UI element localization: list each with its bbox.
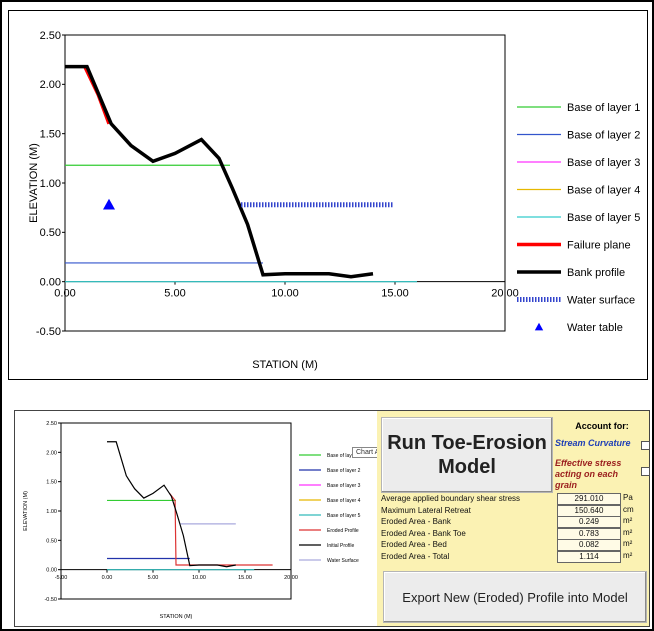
legend-label: Water Surface xyxy=(327,558,359,564)
x-axis-title: STATION (M) xyxy=(160,614,193,620)
y-tick-label: -0.50 xyxy=(36,326,61,338)
legend-label: Base of layer 1 xyxy=(327,453,361,459)
y-tick-label: 0.50 xyxy=(40,227,61,239)
stream-curvature-label: Stream Curvature xyxy=(555,438,631,448)
result-row: Eroded Area - Bank 0.249 m² xyxy=(381,516,649,528)
plot-area xyxy=(64,34,506,332)
result-label: Eroded Area - Bed xyxy=(381,540,447,549)
y-tick-label: 1.00 xyxy=(46,509,57,515)
y-tick-label: 0.00 xyxy=(40,277,61,289)
eroded-profile-chart-svg: -0.500.000.501.001.502.002.50-5.00 0.00 5.… xyxy=(23,421,361,620)
y-tick-label: -0.50 xyxy=(44,597,57,603)
run-toe-erosion-button[interactable]: Run Toe-Erosion Model xyxy=(381,417,553,493)
legend-label: Bank profile xyxy=(567,267,625,279)
results-table: Average applied boundary shear stress 291… xyxy=(381,493,649,563)
account-for-group: Account for: Stream Curvature Effective … xyxy=(555,421,650,490)
result-value: 0.082 xyxy=(557,539,621,551)
result-label: Eroded Area - Bank Toe xyxy=(381,528,466,538)
y-tick-label: 0.50 xyxy=(46,538,57,544)
result-row: Average applied boundary shear stress 291… xyxy=(381,493,649,505)
legend-swatch xyxy=(534,322,544,331)
legend-label: Base of layer 4 xyxy=(567,184,640,196)
x-tick-label: 15.00 xyxy=(381,288,409,300)
result-row: Eroded Area - Total 1.114 m² xyxy=(381,550,649,563)
y-tick-label: 0.00 xyxy=(46,568,57,574)
result-unit: cm xyxy=(623,504,634,514)
x-tick-label: 10.00 xyxy=(192,575,206,581)
legend-label: Eroded Profile xyxy=(327,528,359,534)
effective-stress-checkbox[interactable] xyxy=(641,467,650,476)
x-tick-label: 20.00 xyxy=(284,575,298,581)
legend-label: Initial Profile xyxy=(327,543,354,549)
y-tick-label: 2.50 xyxy=(46,421,57,427)
result-row: Maximum Lateral Retreat 150.640 cm xyxy=(381,504,649,517)
result-unit: Pa xyxy=(623,493,633,502)
result-value: 150.640 xyxy=(557,504,621,517)
result-unit: m² xyxy=(623,527,633,537)
legend-label: Base of layer 3 xyxy=(567,157,640,169)
x-tick-label: 15.00 xyxy=(238,575,252,581)
result-value: 0.249 xyxy=(557,516,621,528)
y-axis-title: ELEVATION (M) xyxy=(23,491,29,531)
result-label: Eroded Area - Total xyxy=(381,551,450,561)
legend-label: Failure plane xyxy=(567,239,631,251)
bank-profile-chart[interactable]: -0.50 0.00 0.50 1.00 1.50 2.00 2.50 0.00 5.00 10.… xyxy=(8,10,648,380)
legend-label: Water surface xyxy=(567,294,635,306)
legend-label: Base of layer 4 xyxy=(327,498,361,504)
series-initial-profile xyxy=(107,441,236,568)
result-unit: m² xyxy=(623,516,633,525)
control-panel: Run Toe-Erosion Model Account for: Strea… xyxy=(377,411,650,626)
x-tick-label: -5.00 xyxy=(55,575,68,581)
y-tick-label: 1.00 xyxy=(40,178,61,190)
legend-label: Base of layer 1 xyxy=(567,102,640,114)
y-tick-label: 2.00 xyxy=(40,79,61,91)
result-label: Eroded Area - Bank xyxy=(381,517,451,526)
eroded-profile-chart[interactable]: -0.50 0.00 0.50 1.00 1.50 2.00 2.50 -5.00 0.00 5.… xyxy=(15,411,375,626)
legend-label: Base of layer 3 xyxy=(327,483,361,489)
result-value: 291.010 xyxy=(557,493,621,505)
legend-label: Base of layer 5 xyxy=(567,212,640,224)
toe-erosion-panel: -0.50 0.00 0.50 1.00 1.50 2.00 2.50 -5.00 0.00 5.… xyxy=(14,410,650,627)
legend-label: Water table xyxy=(567,322,623,334)
export-profile-button[interactable]: Export New (Eroded) Profile into Model xyxy=(383,571,647,623)
x-tick-label: 0.00 xyxy=(54,288,75,300)
x-tick-label: 5.00 xyxy=(164,288,185,300)
effective-stress-label: Effective stress acting on each grain xyxy=(555,458,622,490)
x-tick-label: 5.00 xyxy=(148,575,159,581)
result-label: Maximum Lateral Retreat xyxy=(381,505,471,515)
y-axis-title: ELEVATION (M) xyxy=(28,143,40,223)
legend-label: Base of layer 5 xyxy=(327,513,361,519)
water-table-marker xyxy=(103,198,115,210)
result-label: Average applied boundary shear stress xyxy=(381,494,521,503)
x-axis-title: STATION (M) xyxy=(252,359,318,371)
account-for-header: Account for: xyxy=(575,421,629,431)
x-tick-label: 10.00 xyxy=(271,288,299,300)
x-tick-label: 20.00 xyxy=(491,288,519,300)
x-tick-label: 0.00 xyxy=(102,575,113,581)
result-row: Eroded Area - Bed 0.082 m² xyxy=(381,539,649,551)
legend-label: Base of layer 2 xyxy=(567,129,640,141)
result-value: 0.783 xyxy=(557,527,621,540)
result-row: Eroded Area - Bank Toe 0.783 m² xyxy=(381,527,649,540)
series-bank-profile xyxy=(65,64,374,279)
result-unit: m² xyxy=(623,539,633,548)
y-tick-label: 2.00 xyxy=(46,450,57,456)
y-tick-label: 1.50 xyxy=(40,129,61,141)
stream-curvature-checkbox[interactable] xyxy=(641,441,650,450)
y-tick-label: 2.50 xyxy=(40,30,61,42)
y-tick-label: 1.50 xyxy=(46,480,57,486)
result-value: 1.114 xyxy=(557,550,621,563)
result-unit: m² xyxy=(623,550,633,560)
legend-label: Base of layer 2 xyxy=(327,468,361,474)
bank-profile-chart-svg: -0.50 0.00 0.50 1.00 1.50 2.00 2.50 0.00 5.00 10.… xyxy=(28,30,640,371)
